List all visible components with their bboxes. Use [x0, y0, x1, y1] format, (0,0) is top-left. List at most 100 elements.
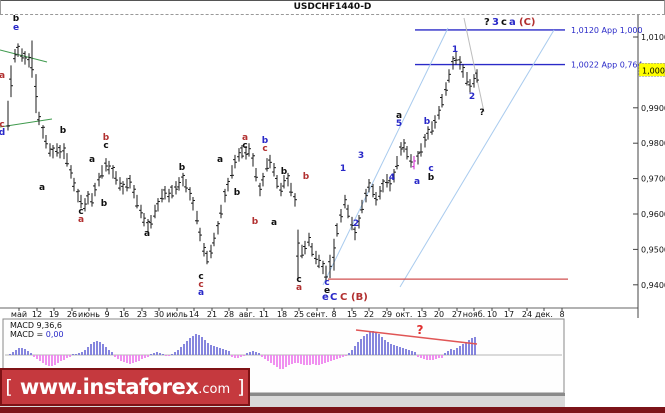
date-axis-label: 12: [32, 310, 42, 319]
wave-label: d: [0, 128, 5, 138]
wave-label: 1: [452, 45, 458, 55]
wave-label: b: [13, 14, 20, 24]
date-axis-label: 13: [417, 310, 427, 319]
wave-label: b: [281, 167, 288, 177]
wave-label-row-0: a: [509, 17, 516, 28]
date-axis-label: сент.: [306, 310, 328, 319]
wave-label: 2: [353, 219, 359, 229]
wave-label: a: [242, 133, 248, 143]
date-axis-label: окт.: [396, 310, 413, 319]
date-axis-label: июнь: [78, 310, 100, 319]
wave-label: a: [144, 229, 150, 239]
wave-label: b: [252, 217, 259, 227]
wave-label: a: [414, 177, 420, 187]
wave-label: b: [101, 199, 108, 209]
wave-label: a: [271, 218, 277, 228]
wave-label-row-1: C: [330, 292, 337, 303]
instaforex-logo-link[interactable]: [ www.instaforex .com ]: [0, 368, 250, 406]
date-axis-label: 18: [277, 310, 287, 319]
date-axis-label: 22: [364, 310, 374, 319]
date-axis-label: 15: [347, 310, 357, 319]
wave-label: b: [303, 172, 310, 182]
wave-label: a: [39, 183, 45, 193]
wave-label: c: [242, 141, 247, 151]
wave-label-row-0: c: [501, 17, 507, 28]
macd-settings-label: MACD 9,36,6: [10, 321, 62, 330]
logo-bracket-right: ]: [237, 376, 245, 398]
wave-label: b: [103, 133, 110, 143]
wave-label-row-1: (B): [351, 292, 368, 303]
wave-label: 1: [340, 164, 346, 174]
gray-guide-line: [463, 17, 485, 113]
price-axis-label: 0,9400: [641, 281, 665, 290]
wave-label: e: [324, 286, 330, 296]
wave-label: b: [262, 136, 269, 146]
wave-label-row-1: C: [340, 292, 347, 303]
wave-label: 4: [389, 173, 395, 183]
current-price-tag: [638, 62, 665, 77]
fib-level-label-1: 1,0022 App 0,764: [571, 61, 643, 70]
channel-line-right: [399, 29, 555, 288]
green-trendline-upper: [0, 49, 48, 63]
wave-label-row-0: (C): [519, 17, 535, 28]
wave-label: a: [78, 215, 84, 225]
wave-label: 3: [358, 151, 364, 161]
date-axis-label: 20: [434, 310, 444, 319]
date-axis-label: 8: [559, 310, 564, 319]
channel-line-left: [322, 27, 449, 286]
date-axis-label: дек.: [535, 310, 553, 319]
wave-label: 5: [396, 119, 402, 129]
date-axis-label: 30: [154, 310, 164, 319]
wave-label: c: [198, 272, 203, 282]
wave-label: a: [296, 283, 302, 293]
wave-label: a: [396, 111, 402, 121]
bottom-maroon-strip: [0, 407, 665, 413]
date-axis-label: июль: [166, 310, 188, 319]
fib-level-label-0: 1,0120 App 1,000: [571, 26, 643, 35]
wave-label-row-1: e: [322, 292, 329, 303]
date-axis-label: нояб.: [463, 310, 485, 319]
wave-label: a: [198, 288, 204, 298]
wave-label: a: [89, 155, 95, 165]
wave-label: b: [179, 163, 186, 173]
date-axis-label: 28: [224, 310, 234, 319]
date-axis-label: 9: [104, 310, 109, 319]
macd-divergence-line: [355, 329, 478, 345]
macd-value-label: MACD = 0,00: [10, 330, 64, 339]
date-axis-label: 21: [207, 310, 217, 319]
logo-bracket-left: [: [5, 376, 13, 398]
wave-label: c: [198, 280, 203, 290]
logo-site-tld: .com: [198, 382, 231, 397]
wave-label: ?: [479, 108, 484, 118]
date-axis-label: 10: [487, 310, 497, 319]
logo-site-name: www.instaforex: [19, 375, 199, 399]
wave-label: c: [0, 120, 5, 130]
date-axis-label: 19: [49, 310, 59, 319]
wave-label: c: [324, 278, 329, 288]
wave-label: b: [428, 173, 435, 183]
wave-label-row-0: ?: [484, 17, 490, 28]
date-axis-label: 11: [259, 310, 269, 319]
wave-label-row-0: 3: [492, 17, 499, 28]
wave-label: b: [234, 188, 241, 198]
wave-label: a: [0, 71, 5, 81]
date-axis-label: 24: [522, 310, 532, 319]
wave-label: e: [13, 23, 19, 33]
wave-label: b: [60, 126, 67, 136]
wave-label: c: [428, 164, 433, 174]
current-price-label: 1,0006: [642, 66, 665, 75]
chart-title: USDCHF1440-D: [0, 0, 665, 15]
date-axis-label: 23: [137, 310, 147, 319]
date-axis-label: 8: [331, 310, 336, 319]
wave-label: c: [103, 141, 108, 151]
wave-label: 2: [469, 92, 475, 102]
wave-label: c: [262, 144, 267, 154]
date-axis-label: 26: [67, 310, 77, 319]
